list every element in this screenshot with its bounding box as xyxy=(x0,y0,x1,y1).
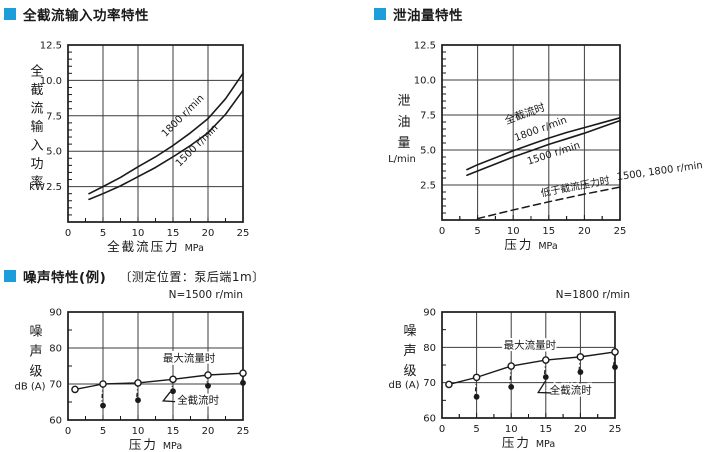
chart-noise-1800rpm: 0 5 10 15 20 25 60 70 80 90 压力 MPa 噪声级 dB (A) N=1800 r… xyxy=(375,285,706,452)
svg-text:泄: 泄 xyxy=(397,94,410,109)
svg-text:噪: 噪 xyxy=(403,324,416,339)
svg-text:90: 90 xyxy=(49,308,62,319)
svg-text:25: 25 xyxy=(237,426,250,437)
svg-text:15: 15 xyxy=(167,426,180,437)
svg-text:10.0: 10.0 xyxy=(40,76,62,87)
svg-text:油: 油 xyxy=(397,115,410,130)
svg-text:80: 80 xyxy=(423,343,436,354)
section-subtitle-noise: 〔测定位置：泵后端1m〕 xyxy=(119,269,265,284)
section-header-input-power: 全截流输入功率特性 xyxy=(4,4,149,24)
svg-text:5.0: 5.0 xyxy=(46,147,62,158)
svg-text:N=1500 r/min: N=1500 r/min xyxy=(169,289,243,301)
svg-text:20: 20 xyxy=(574,424,587,435)
svg-text:入: 入 xyxy=(30,139,43,154)
svg-text:dB (A): dB (A) xyxy=(14,381,45,392)
svg-text:70: 70 xyxy=(423,378,436,389)
svg-text:0: 0 xyxy=(65,228,71,239)
svg-text:20: 20 xyxy=(202,228,215,239)
svg-text:1500 r/min: 1500 r/min xyxy=(174,123,221,170)
svg-text:0: 0 xyxy=(439,226,445,237)
svg-text:量: 量 xyxy=(397,136,410,151)
svg-text:5: 5 xyxy=(473,424,479,435)
svg-text:60: 60 xyxy=(49,416,62,427)
svg-text:7.5: 7.5 xyxy=(46,111,62,122)
svg-text:7.5: 7.5 xyxy=(420,111,436,122)
svg-text:级: 级 xyxy=(29,365,42,380)
svg-text:流: 流 xyxy=(30,102,43,117)
svg-text:级: 级 xyxy=(403,364,416,379)
svg-text:10.0: 10.0 xyxy=(414,76,436,87)
section-bullet-icon xyxy=(4,8,16,20)
svg-text:15: 15 xyxy=(539,424,552,435)
svg-text:0: 0 xyxy=(65,426,71,437)
svg-text:全: 全 xyxy=(30,64,43,80)
svg-text:kW: kW xyxy=(29,182,45,193)
section-title-input-power: 全截流输入功率特性 xyxy=(23,8,149,24)
section-bullet-icon xyxy=(4,270,16,282)
svg-text:80: 80 xyxy=(49,344,62,355)
svg-text:1500, 1800 r/min: 1500, 1800 r/min xyxy=(616,160,703,183)
chart-drain-volume: 0 5 10 15 20 25 2.5 5.0 7.5 10.0 12.5 压力 MPa 泄油量 L/min… xyxy=(380,28,706,284)
svg-text:25: 25 xyxy=(237,228,250,239)
svg-text:5: 5 xyxy=(100,426,106,437)
svg-text:25: 25 xyxy=(609,424,622,435)
svg-text:最大流量时: 最大流量时 xyxy=(163,352,216,365)
svg-text:声: 声 xyxy=(29,345,42,360)
section-title-drain: 泄油量特性 xyxy=(393,8,463,24)
section-header-noise: 噪声特性(例) 〔测定位置：泵后端1m〕 xyxy=(4,266,265,286)
svg-text:10: 10 xyxy=(132,228,145,239)
svg-text:90: 90 xyxy=(423,308,436,319)
svg-text:噪: 噪 xyxy=(29,325,42,340)
svg-text:12.5: 12.5 xyxy=(414,41,436,52)
svg-text:60: 60 xyxy=(423,414,436,425)
chart-noise-1500rpm: 0 5 10 15 20 25 60 70 80 90 压力 MPa 噪声级 dB (A) N=1500 r… xyxy=(0,285,340,452)
svg-text:10: 10 xyxy=(507,226,520,237)
svg-text:5: 5 xyxy=(100,228,106,239)
svg-text:2.5: 2.5 xyxy=(46,182,62,193)
svg-text:2.5: 2.5 xyxy=(420,181,436,192)
svg-text:15: 15 xyxy=(167,228,180,239)
svg-text:12.5: 12.5 xyxy=(40,41,62,52)
svg-text:0: 0 xyxy=(439,424,445,435)
svg-text:20: 20 xyxy=(578,226,591,237)
svg-text:70: 70 xyxy=(49,380,62,391)
svg-text:5.0: 5.0 xyxy=(420,146,436,157)
chart-input-power: 0 5 10 15 20 25 2.5 5.0 7.5 10.0 12.5 全截流压力 MPa 全截流输入… xyxy=(0,28,335,284)
section-bullet-icon xyxy=(374,8,386,20)
svg-text:15: 15 xyxy=(542,226,555,237)
svg-text:全截流时: 全截流时 xyxy=(177,393,219,406)
svg-text:声: 声 xyxy=(403,344,416,359)
svg-text:L/min: L/min xyxy=(388,154,416,165)
svg-text:输: 输 xyxy=(30,119,43,135)
svg-text:5: 5 xyxy=(474,226,480,237)
svg-text:全截流时: 全截流时 xyxy=(550,384,592,397)
svg-text:10: 10 xyxy=(132,426,145,437)
svg-text:最大流量时: 最大流量时 xyxy=(504,338,557,351)
svg-text:10: 10 xyxy=(505,424,518,435)
svg-text:率: 率 xyxy=(30,175,43,191)
svg-text:N=1800 r/min: N=1800 r/min xyxy=(556,289,630,301)
svg-text:20: 20 xyxy=(202,426,215,437)
section-header-drain: 泄油量特性 xyxy=(374,4,463,24)
svg-text:截: 截 xyxy=(30,83,43,98)
svg-text:25: 25 xyxy=(614,226,627,237)
svg-text:dB (A): dB (A) xyxy=(388,380,419,391)
section-title-noise: 噪声特性(例) xyxy=(23,270,107,286)
svg-text:低于截流压力时: 低于截流压力时 xyxy=(540,173,611,199)
svg-text:1500 r/min: 1500 r/min xyxy=(526,140,582,167)
svg-text:功: 功 xyxy=(30,157,43,172)
